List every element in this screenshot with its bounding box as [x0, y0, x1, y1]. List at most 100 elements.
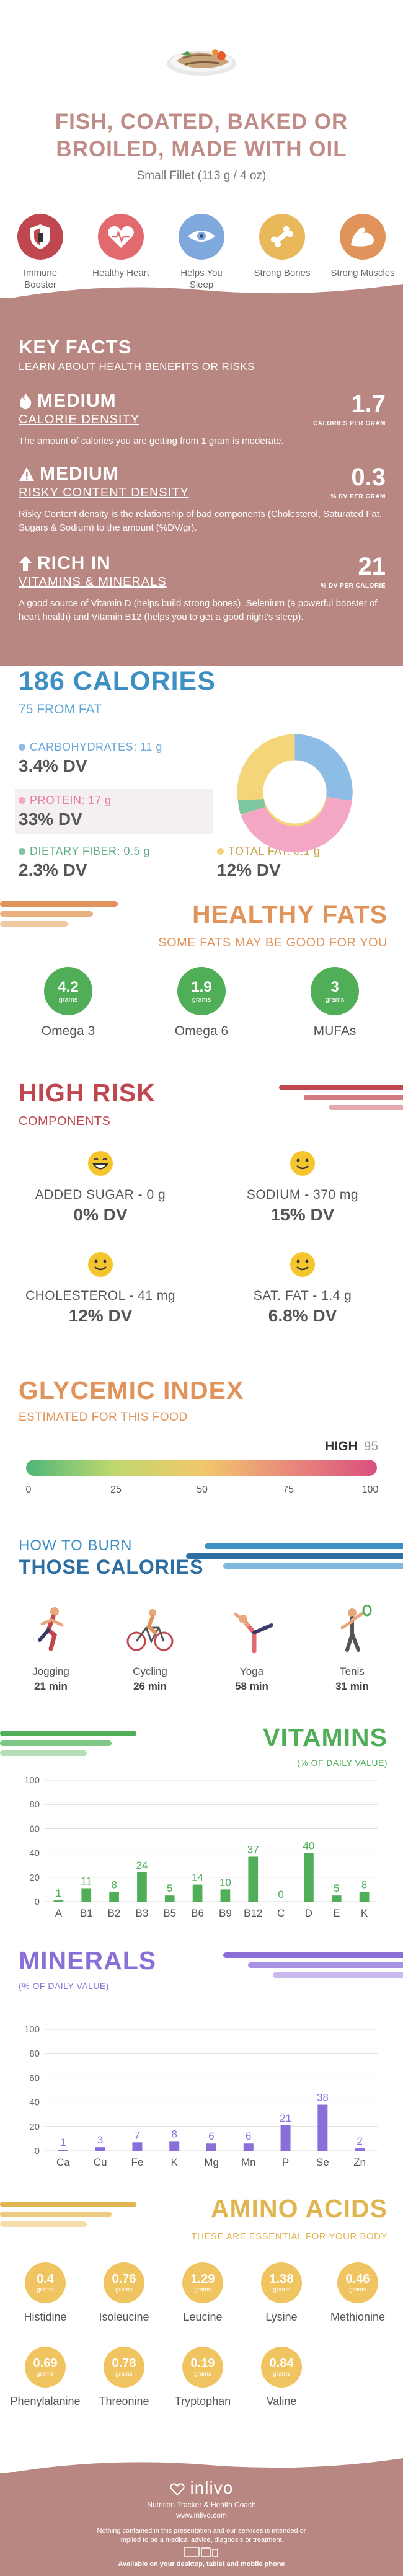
amino-name: Threonine: [99, 2395, 149, 2407]
x-tick-label: B1: [80, 1907, 93, 1919]
legend-dot: [19, 848, 25, 855]
vitamins-subtitle: (% OF DAILY VALUE): [297, 1758, 388, 1768]
x-tick-label: Cu: [94, 2156, 107, 2168]
risk-label: ADDED SUGAR - 0 g: [35, 1188, 166, 1202]
stripes-decoration: [0, 1731, 136, 1756]
activity-name: Jogging: [32, 1665, 69, 1677]
legend-dot: [19, 744, 25, 751]
key-facts-title: KEY FACTS: [19, 336, 132, 358]
bar-value-label: 11: [81, 1875, 92, 1887]
bar-B5: [164, 1895, 175, 1902]
amino-value: 0.46: [345, 2272, 370, 2286]
x-tick-label: Fe: [131, 2156, 144, 2168]
bar-B12: [248, 1856, 259, 1902]
donut-protein-slice: [241, 797, 352, 852]
amino-item: 1.38 grams Lysine: [241, 2262, 322, 2324]
fat-omega6: 1.9 grams Omega 6: [155, 967, 248, 1039]
fact-level: MEDIUM: [37, 390, 117, 411]
bar-B1: [81, 1888, 92, 1902]
x-tick-label: Se: [316, 2156, 329, 2168]
activity-name: Yoga: [239, 1665, 264, 1677]
fact-value: 0.3: [351, 464, 386, 491]
glycemic-subtitle: ESTIMATED FOR THIS FOOD: [19, 1411, 188, 1424]
legend-dot: [217, 848, 224, 855]
warning-icon: [19, 467, 34, 481]
benefit-label: Immune Booster: [23, 268, 58, 290]
amino-unit: grams: [273, 2287, 290, 2293]
amino-item: 0.69 grams Phenylalanine: [5, 2347, 86, 2408]
benefit-label: Healthy Heart: [92, 268, 149, 278]
glycemic-tick: 25: [110, 1484, 122, 1495]
x-tick-label: K: [361, 1907, 368, 1919]
jogging-icon: [38, 1607, 64, 1651]
sleep-icon: [179, 214, 224, 260]
nutrient-label: DIETARY FIBER: 0.5 g: [30, 845, 151, 857]
y-tick-label: 100: [24, 1775, 40, 1786]
footer-disclaimer: Nothing contained in this presentation a…: [97, 2527, 306, 2544]
bar-value-label: 6: [208, 2130, 214, 2142]
amino-acids-title: AMINO ACIDS: [210, 2194, 388, 2223]
heart-logo-icon: [169, 2483, 185, 2496]
amino-value: 0.78: [112, 2357, 136, 2370]
benefit-label: Strong Muscles: [330, 268, 395, 278]
bar-Mn: [243, 2143, 254, 2151]
y-tick-label: 60: [29, 1824, 40, 1834]
bar-B2: [109, 1892, 119, 1902]
benefit-sleep: Helps You Sleep: [167, 214, 236, 291]
risk-sat-fat: SAT. FAT - 1.4 g 6.8% DV: [210, 1251, 396, 1326]
smiling-face-icon: [290, 1151, 315, 1176]
header: FISH, COATED, BAKED OR BROILED, MADE WIT…: [0, 0, 403, 310]
footer-url-link[interactable]: www.inlivo.com: [175, 2511, 228, 2520]
risk-label: SODIUM - 370 mg: [246, 1188, 359, 1202]
amino-unit: grams: [115, 2371, 133, 2378]
x-tick-label: B2: [108, 1907, 121, 1919]
calories-donut-chart: [237, 734, 353, 852]
fact-level: MEDIUM: [40, 464, 119, 484]
glycemic-value: 95: [363, 1439, 378, 1453]
x-tick-label: P: [282, 2156, 289, 2168]
activity-jogging: Jogging 21 min: [14, 1605, 88, 1693]
bar-value-label: 7: [135, 2129, 140, 2141]
bar-B9: [220, 1889, 231, 1902]
bar-Se: [317, 2104, 328, 2151]
laughing-face-icon: [88, 1151, 113, 1176]
amino-value: 0.69: [33, 2357, 58, 2370]
bar-value-label: 5: [334, 1882, 339, 1894]
healthy-fats-section: HEALTHY FATS SOME FATS MAY BE GOOD FOR Y…: [0, 893, 403, 1060]
bar-P: [280, 2125, 291, 2151]
footer: inlivo Nutrition Tracker & Health Coach …: [0, 2458, 403, 2576]
yoga-icon: [234, 1612, 273, 1654]
tennis-icon: [340, 1604, 372, 1652]
amino-unit: grams: [194, 2287, 211, 2293]
donut-fiber-slice: [238, 798, 266, 815]
fat-unit: grams: [325, 996, 345, 1003]
muscle-icon: [340, 214, 386, 260]
glycemic-tick: 75: [283, 1484, 294, 1495]
amino-value: 0.19: [190, 2357, 215, 2370]
donut-carbs-slice: [294, 734, 353, 801]
key-facts-subtitle: LEARN ABOUT HEALTH BENEFITS OR RISKS: [19, 361, 255, 373]
stripes-decoration: [0, 2202, 136, 2227]
vitamins-title: VITAMINS: [263, 1723, 388, 1752]
fish-fillet-image: [167, 49, 236, 76]
cycling-icon: [126, 1609, 174, 1651]
burn-calories-section: HOW TO BURN THOSE CALORIES Jogging 21 mi…: [0, 1537, 403, 1723]
footer-logo[interactable]: inlivo: [0, 2478, 403, 2498]
nutrient-protein: PROTEIN: 17 g 33% DV: [15, 789, 213, 834]
footer-available: Available on your desktop, tablet and mo…: [118, 2561, 285, 2568]
amino-value: 1.29: [190, 2272, 215, 2286]
glycemic-tick: 100: [361, 1484, 379, 1495]
minerals-subtitle: (% OF DAILY VALUE): [19, 1981, 109, 1991]
activity-minutes: 58 min: [235, 1680, 268, 1692]
nutrient-dv: 12% DV: [217, 860, 281, 880]
fat-value: 1.9: [191, 979, 212, 995]
fact-risky-content: MEDIUM RISKY CONTENT DENSITY 0.3 % DV PE…: [19, 464, 386, 535]
calories-title: 186 CALORIES: [19, 666, 216, 696]
shield-icon: [17, 214, 63, 260]
risk-dv: 6.8% DV: [268, 1306, 337, 1325]
fat-name: MUFAs: [313, 1024, 356, 1038]
bar-value-label: 40: [303, 1840, 314, 1852]
amino-item: 0.19 grams Tryptophan: [162, 2347, 243, 2408]
fact-value: 21: [358, 553, 386, 580]
minerals-section: MINERALS (% OF DAILY VALUE) 0 20 40 60 80 100…: [0, 1946, 403, 2194]
